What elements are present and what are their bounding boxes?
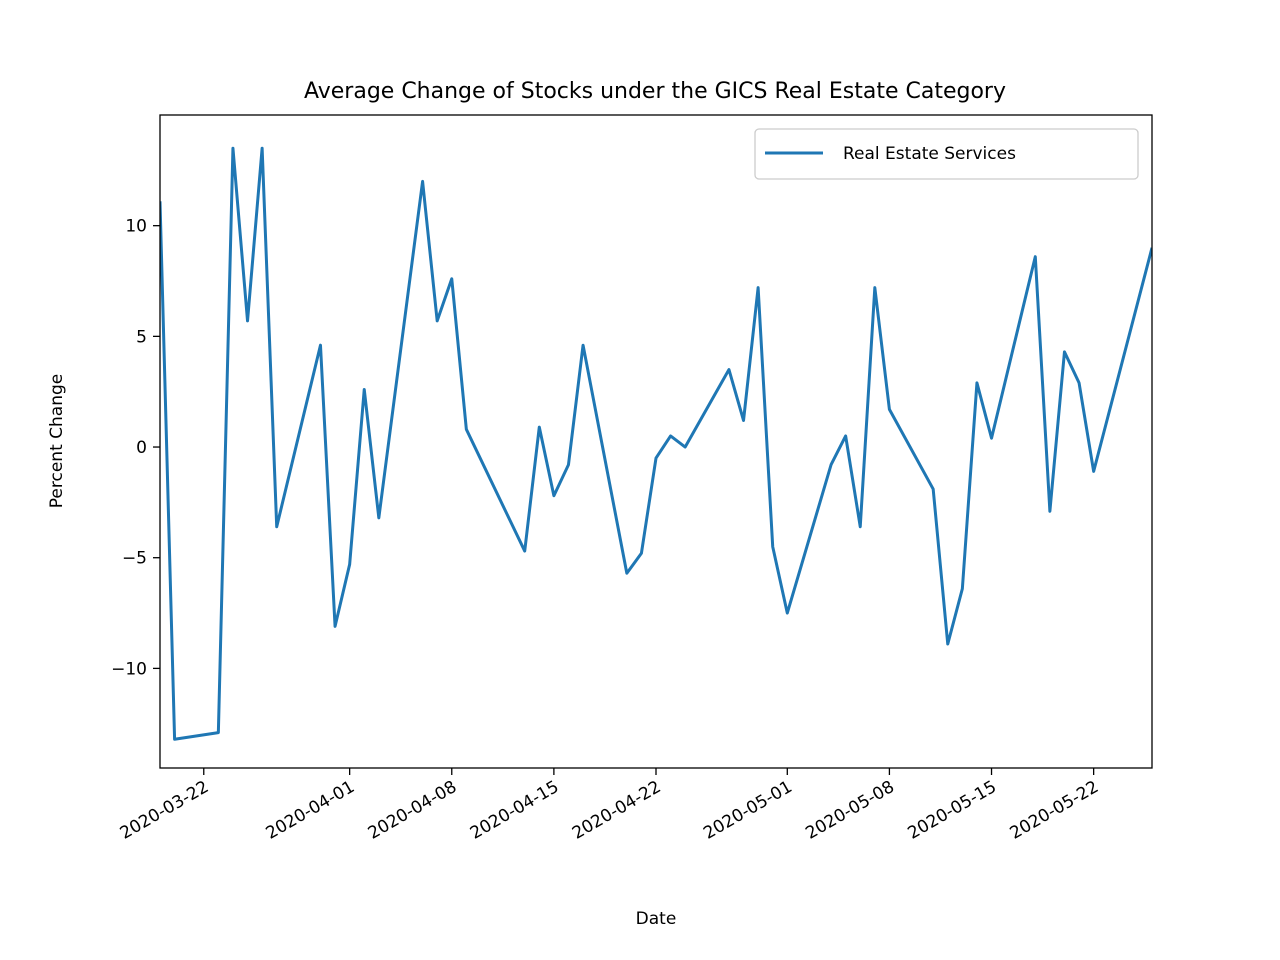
y-tick-label: 5 (136, 327, 147, 347)
y-tick-label: −10 (111, 659, 147, 679)
plot-area (159, 114, 1153, 769)
y-tick-label: 0 (136, 438, 147, 458)
x-tick-label: 2020-04-15 (467, 777, 563, 844)
series-line-0 (160, 146, 1152, 741)
x-tick-label: 2020-05-22 (1007, 777, 1103, 844)
x-tick-label: 2020-05-08 (802, 777, 898, 844)
y-tick-label: −5 (122, 549, 147, 569)
y-axis-label: Percent Change (47, 374, 67, 508)
x-tick-label: 2020-04-01 (263, 777, 359, 844)
x-tick-label: 2020-04-08 (365, 777, 461, 844)
x-tick-label: 2020-03-22 (117, 777, 213, 844)
legend-box (754, 128, 1139, 180)
chart-title: Average Change of Stocks under the GICS … (304, 79, 1006, 104)
legend-label: Real Estate Services (843, 144, 1016, 164)
x-tick-label: 2020-05-01 (700, 777, 796, 844)
legend: Real Estate Services (754, 128, 1139, 180)
x-tick-label: 2020-04-22 (569, 777, 665, 844)
x-axis-label: Date (636, 909, 677, 929)
x-tick-label: 2020-05-15 (904, 777, 1000, 844)
y-tick-label: 10 (125, 217, 147, 237)
